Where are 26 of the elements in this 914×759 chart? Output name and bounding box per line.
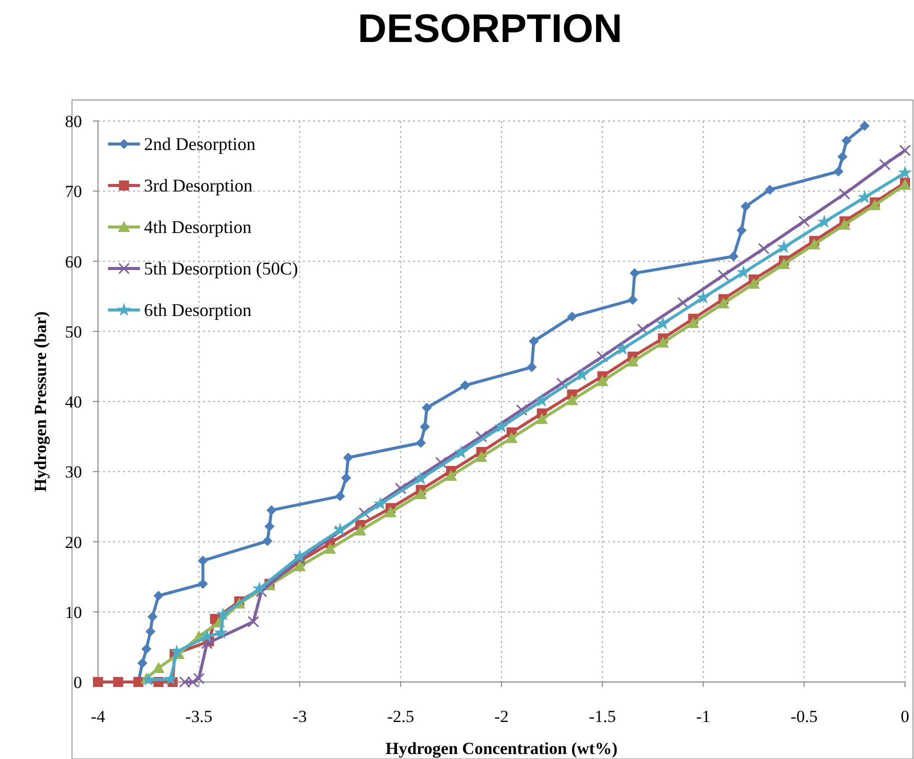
y-tick-label: 30 [65,462,82,482]
y-tick-label: 80 [65,112,82,131]
chart-title: DESORPTION [358,7,622,51]
x-tick-label: -4 [90,707,106,726]
legend-label: 6th Desorption [144,300,252,320]
y-tick-label: 60 [65,252,82,272]
y-tick-label: 20 [65,532,82,552]
y-tick-label: 70 [65,182,82,202]
legend-label: 2nd Desorption [144,134,256,154]
y-axis-title: Hydrogen Pressure (bar) [31,311,50,492]
legend-label: 4th Desorption [144,217,252,237]
x-tick-label: -3 [292,707,307,726]
x-tick-label: -2.5 [387,707,414,726]
x-tick-label: -1 [696,707,710,726]
y-tick-label: 0 [74,673,82,692]
x-tick-label: -1.5 [588,707,616,726]
x-tick-label: -3.5 [185,707,212,726]
y-tick-label: 50 [65,322,82,342]
x-tick-label: -0.5 [790,707,818,726]
legend-label: 5th Desorption (50C) [144,258,298,278]
x-tick-label: -2 [494,707,509,726]
y-tick-label: 10 [65,602,82,622]
x-tick-label: 0 [900,707,910,726]
legend-label: 3rd Desorption [144,176,252,196]
y-tick-label: 40 [65,392,82,412]
x-axis-title: Hydrogen Concentration (wt%) [386,739,618,758]
